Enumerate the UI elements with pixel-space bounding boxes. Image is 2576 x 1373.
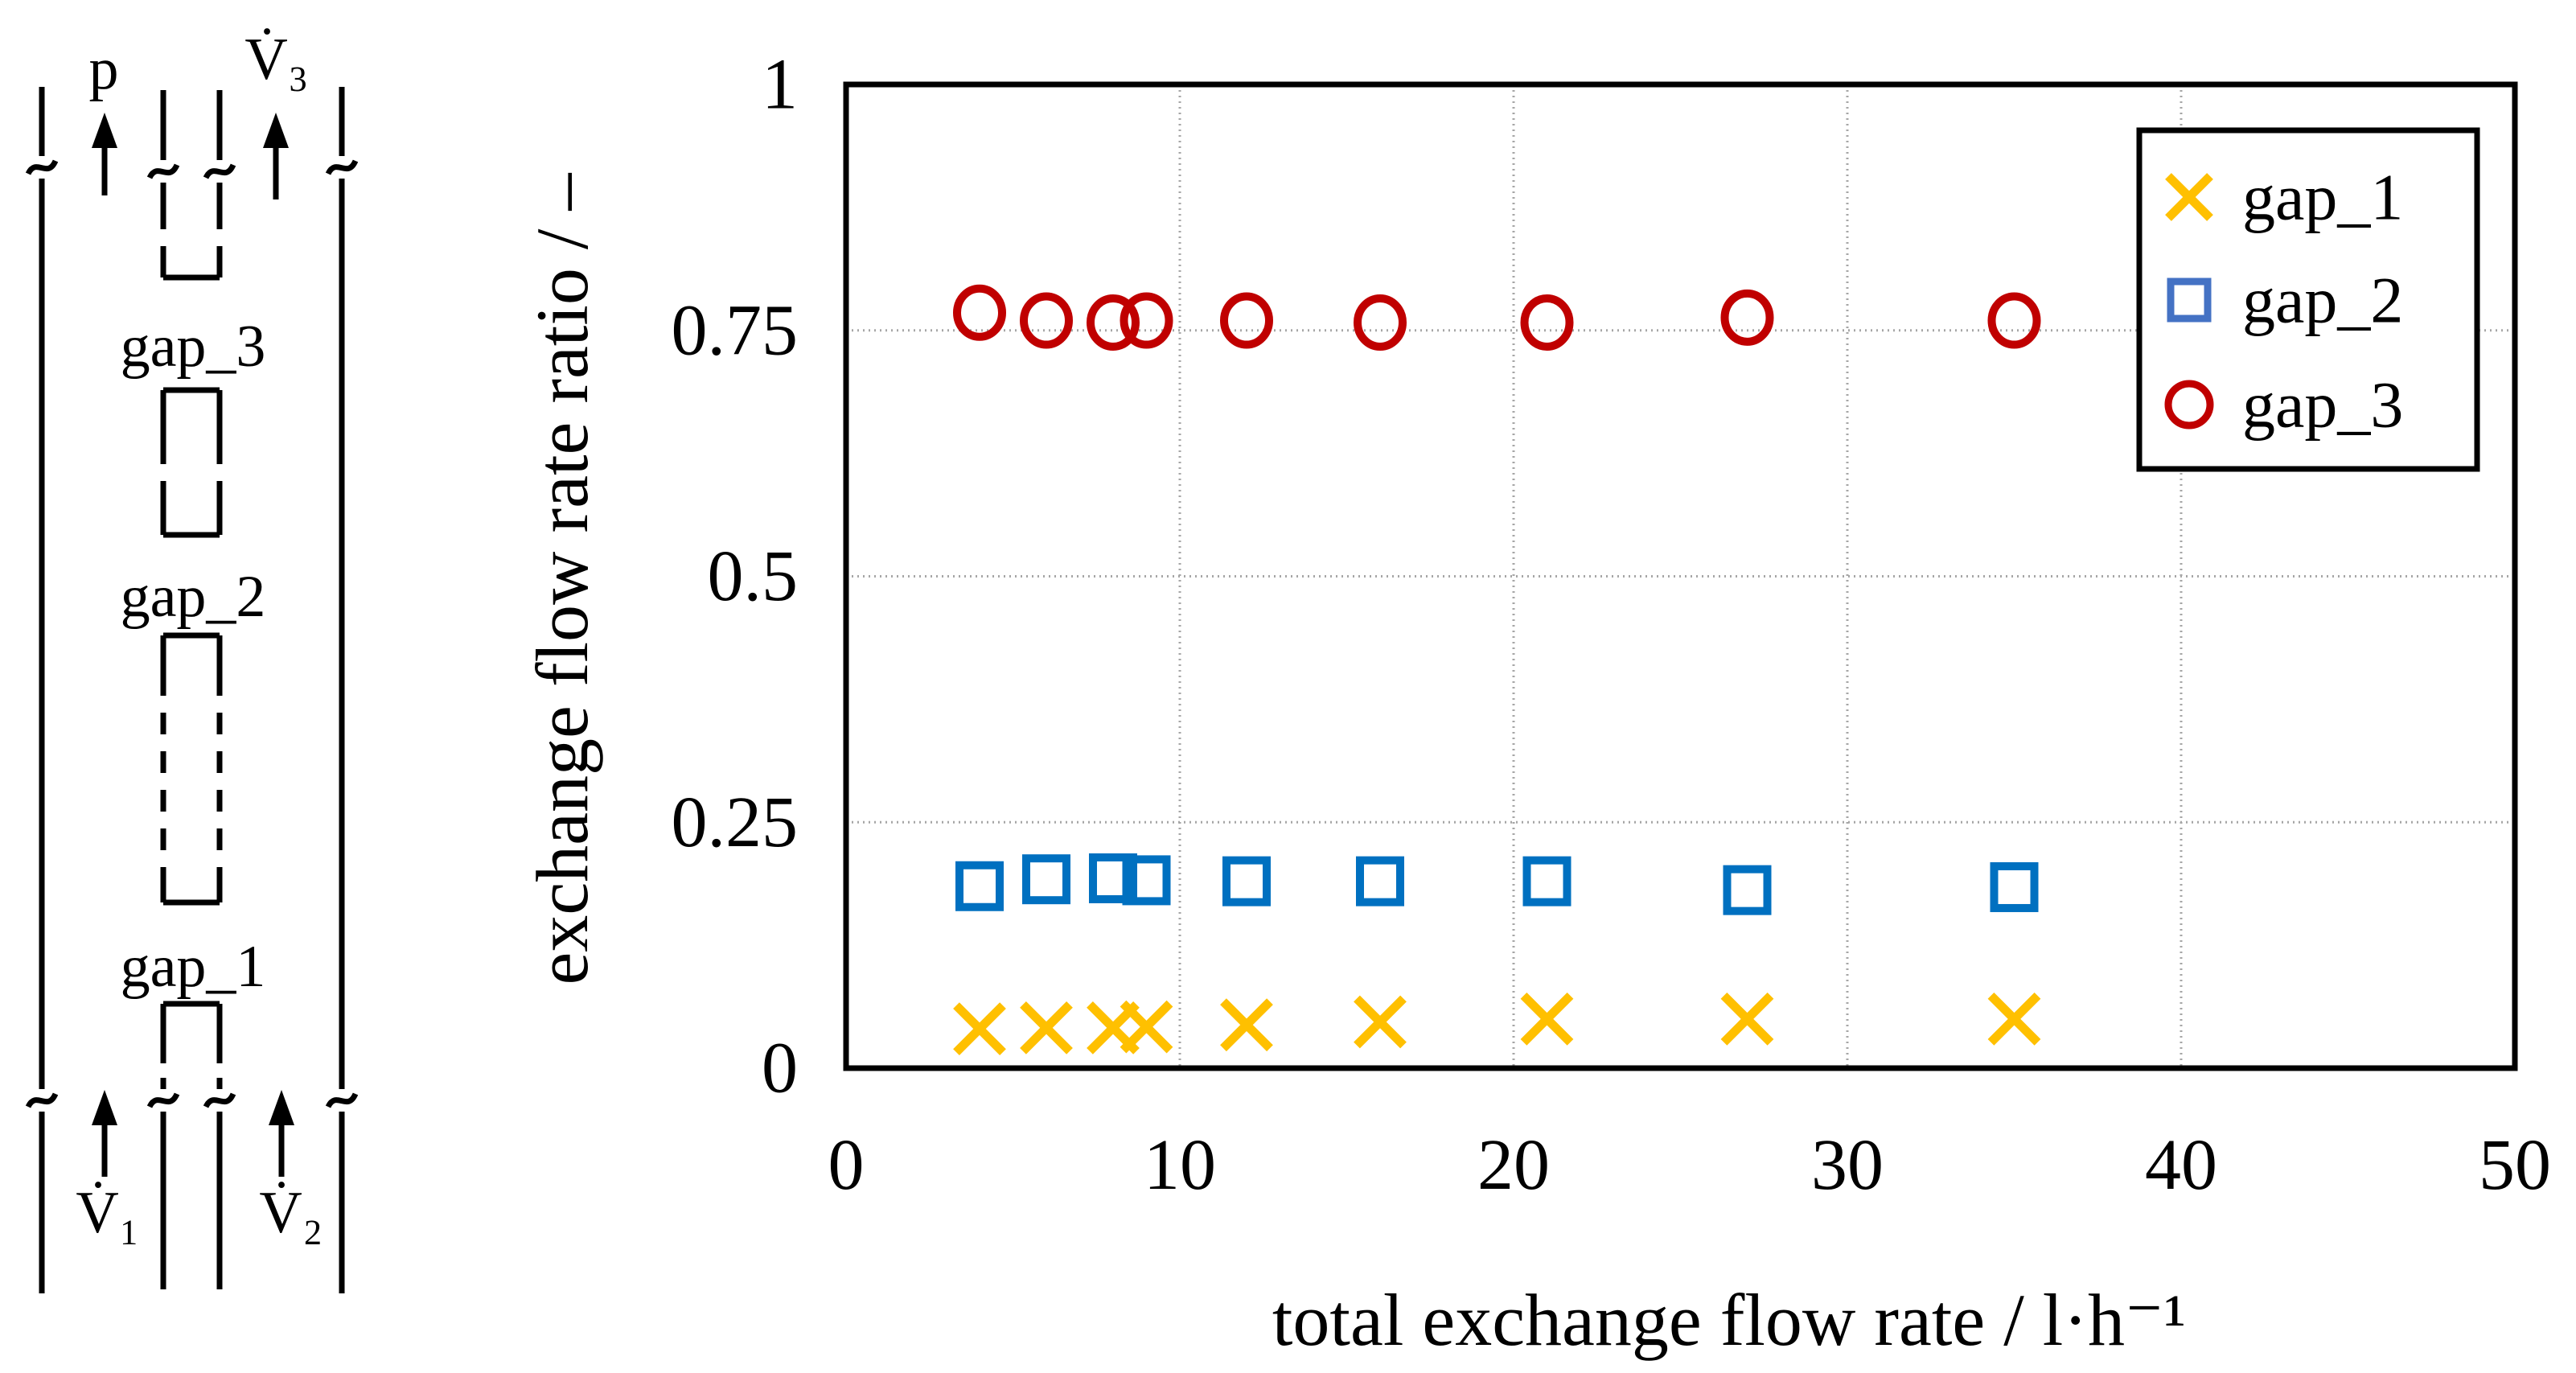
plot-frame — [843, 81, 2518, 1071]
diagram-label-v1: V̇₁ — [76, 1180, 139, 1246]
y-tick-label: 0 — [762, 1029, 798, 1108]
x-axis-title: total exchange flow rate / l·h⁻¹ — [1272, 1279, 2186, 1361]
marker-gap_3 — [953, 284, 1006, 341]
diagram-label-gap3: gap_3 — [121, 314, 266, 380]
x-tick-label: 30 — [1811, 1125, 1884, 1205]
diagram-label-p: p — [89, 36, 119, 102]
diagram-label-gap1: gap_1 — [121, 934, 266, 1000]
p-arrow — [92, 113, 117, 195]
x-axis-tick-labels: 0 10 20 30 40 50 — [828, 1125, 2552, 1205]
diagram-label-v2: V̇₂ — [259, 1180, 323, 1246]
x-tick-label: 20 — [1477, 1125, 1550, 1205]
marker-gap_2 — [955, 861, 1004, 911]
y-tick-label: 0.5 — [708, 536, 799, 616]
legend-label-gap3: gap_3 — [2242, 368, 2403, 442]
v2-arrow — [269, 1090, 294, 1177]
legend-label-gap2: gap_2 — [2242, 264, 2403, 337]
break-mark — [203, 1089, 236, 1112]
v3-arrow — [263, 113, 289, 199]
x-tick-label: 0 — [828, 1125, 865, 1205]
marker-gap_3 — [1220, 292, 1273, 349]
marker-gap_2 — [1990, 861, 2039, 912]
circle-marker-icon — [2164, 380, 2214, 430]
break-mark — [25, 156, 59, 179]
marker-gap_1 — [1220, 998, 1273, 1052]
y-axis-title: exchange flow rate ratio / – — [521, 173, 603, 985]
y-tick-label: 1 — [762, 45, 798, 125]
diagram-label-v3: V̇₃ — [244, 27, 308, 92]
break-mark — [203, 160, 236, 183]
marker-gap_1 — [1120, 1000, 1173, 1054]
break-mark — [146, 160, 180, 183]
y-tick-label: 0.25 — [672, 783, 799, 862]
diagram-label-gap2: gap_2 — [121, 564, 266, 630]
marker-gap_2 — [1222, 856, 1271, 906]
marker-gap_3 — [1020, 292, 1073, 349]
gap1-box — [160, 1001, 223, 1289]
legend-label-gap1: gap_1 — [2242, 161, 2403, 234]
gap2-box — [160, 632, 223, 906]
y-tick-label: 0.75 — [672, 290, 799, 370]
marker-gap_3 — [1087, 294, 1140, 351]
marker-gap_1 — [953, 1002, 1006, 1055]
break-mark — [25, 1089, 59, 1112]
marker-gap_1 — [1987, 992, 2041, 1046]
gap3-box — [160, 387, 223, 538]
v1-arrow — [92, 1090, 117, 1177]
marker-gap_3 — [1720, 289, 1774, 346]
marker-gap_3 — [1520, 294, 1574, 351]
legend: gap_1 gap_2 gap_3 — [2136, 127, 2480, 472]
marker-gap_1 — [1020, 1001, 1073, 1054]
marker-gap_2 — [1356, 856, 1404, 906]
break-mark — [146, 1089, 180, 1112]
marker-gap_1 — [1720, 992, 1774, 1046]
break-mark — [325, 1089, 359, 1112]
marker-gap_3 — [1120, 292, 1173, 349]
x-tick-label: 10 — [1144, 1125, 1216, 1205]
marker-gap_3 — [1354, 294, 1407, 351]
schematic-diagram — [25, 87, 359, 1293]
marker-gap_1 — [1354, 995, 1407, 1049]
marker-gap_2 — [1122, 855, 1171, 906]
break-mark — [325, 156, 359, 179]
marker-gap_1 — [1520, 992, 1574, 1046]
marker-gap_2 — [1522, 856, 1571, 906]
marker-gap_2 — [1723, 865, 1772, 915]
x-tick-label: 50 — [2479, 1125, 2551, 1205]
y-axis-tick-labels: 0 0.25 0.5 0.75 1 — [672, 45, 799, 1108]
square-marker-icon — [2167, 277, 2212, 323]
x-marker-icon — [2165, 173, 2213, 221]
marker-gap_3 — [1987, 292, 2041, 349]
marker-gap_2 — [1089, 853, 1137, 903]
x-tick-label: 40 — [2145, 1125, 2217, 1205]
marker-gap_2 — [1022, 854, 1070, 905]
plot-markers — [953, 284, 2041, 1055]
